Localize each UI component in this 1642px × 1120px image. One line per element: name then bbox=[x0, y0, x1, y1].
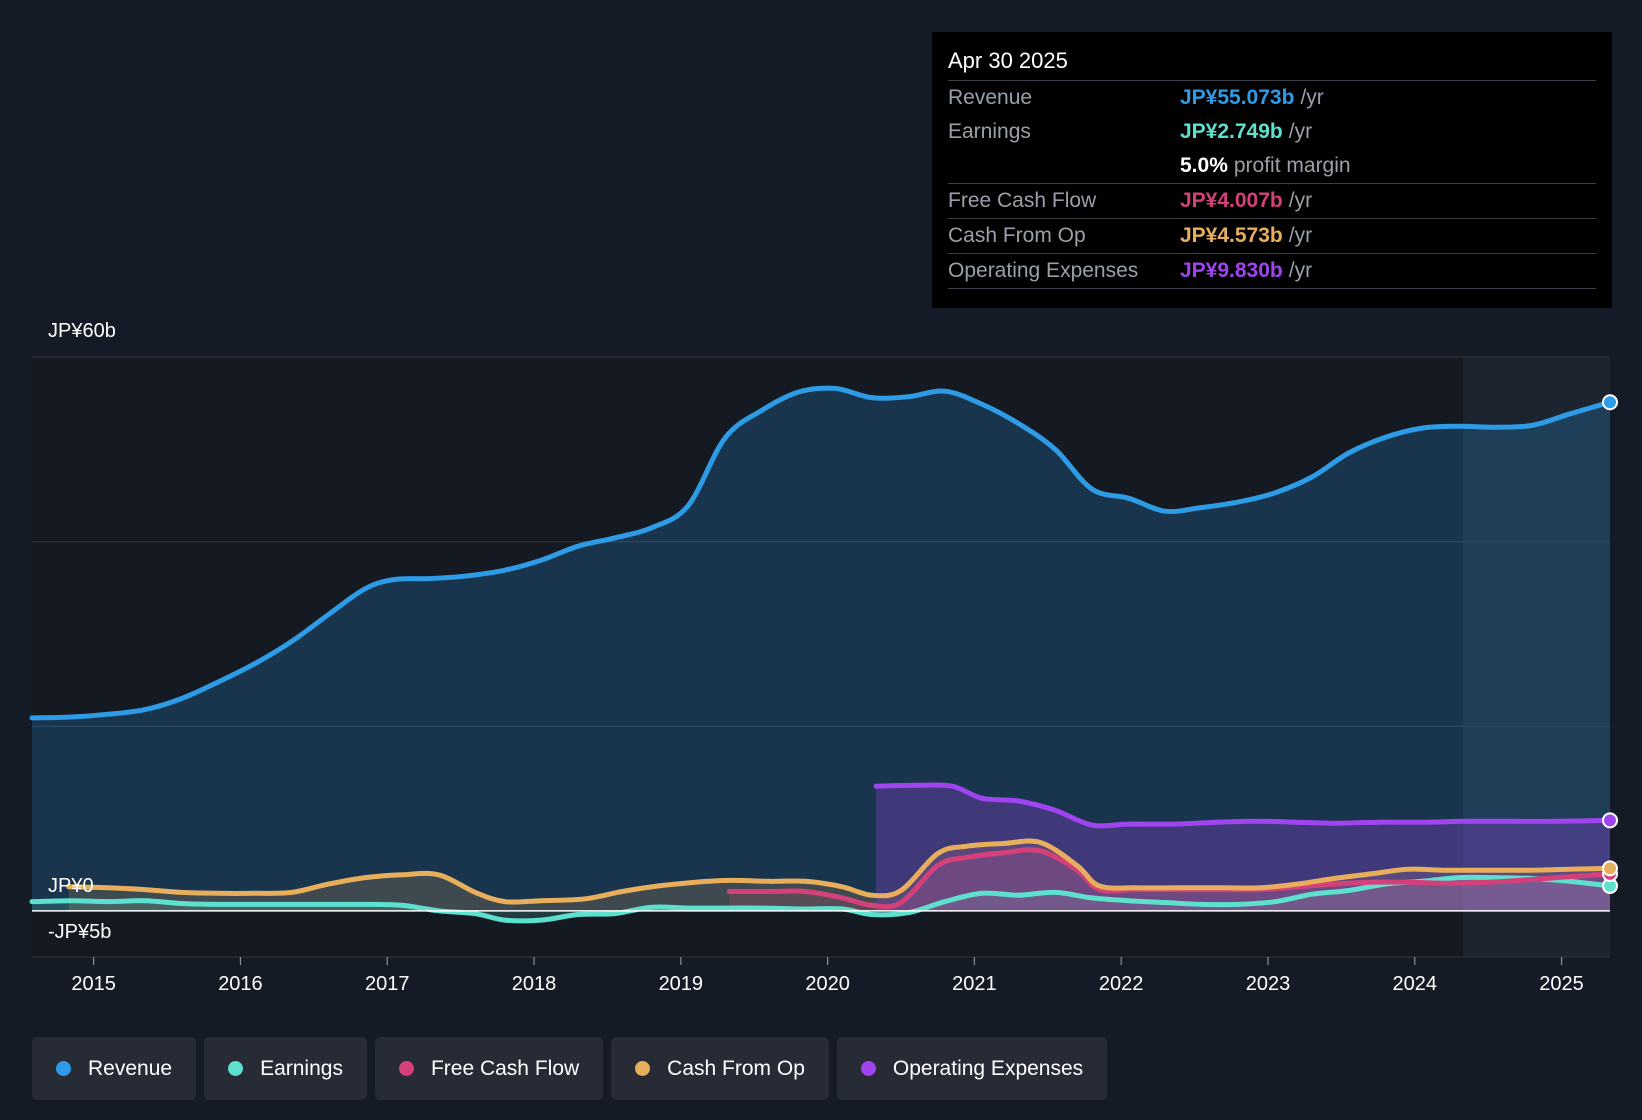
tooltip-unit: /yr bbox=[1288, 120, 1313, 143]
tooltip-date: Apr 30 2025 bbox=[948, 46, 1596, 81]
series-lines bbox=[29, 385, 1613, 924]
tooltip-row-free-cash-flow: Free Cash Flow JP¥4.007b /yr bbox=[948, 184, 1596, 219]
line-cash-from-op bbox=[66, 838, 1613, 905]
end-marker-revenue bbox=[1602, 394, 1618, 411]
tooltip-value-free-cash-flow: JP¥4.007b bbox=[1180, 189, 1283, 212]
legend-label: Cash From Op bbox=[667, 1056, 805, 1080]
x-tick-label: 2021 bbox=[952, 973, 997, 995]
x-tick-label: 2025 bbox=[1539, 973, 1584, 995]
forecast-highlight-region bbox=[1463, 357, 1610, 957]
x-tick-label: 2020 bbox=[805, 973, 850, 995]
x-tick-label: 2023 bbox=[1246, 973, 1291, 995]
x-tick-label: 2016 bbox=[218, 973, 263, 995]
legend-item-earnings[interactable]: Earnings bbox=[204, 1037, 367, 1100]
tooltip-label: Operating Expenses bbox=[948, 259, 1139, 282]
plot-background bbox=[32, 357, 1610, 957]
legend-label: Earnings bbox=[260, 1056, 343, 1080]
legend-dot-icon bbox=[635, 1061, 651, 1076]
tooltip-value-operating-expenses: JP¥9.830b bbox=[1180, 259, 1283, 282]
tooltip-value-revenue: JP¥55.073b bbox=[1180, 86, 1295, 109]
end-marker-operating-expenses bbox=[1602, 812, 1618, 829]
tooltip-row-earnings: Earnings JP¥2.749b /yr bbox=[948, 115, 1596, 149]
legend-dot-icon bbox=[860, 1061, 876, 1076]
tooltip-row-profit-margin: 5.0% profit margin bbox=[948, 149, 1596, 184]
tooltip-label: Earnings bbox=[948, 120, 1031, 143]
tooltip-profit-margin-value: 5.0% bbox=[1180, 154, 1228, 177]
legend-dot-icon bbox=[56, 1061, 71, 1076]
tooltip-unit: /yr bbox=[1288, 224, 1313, 247]
data-tooltip: Apr 30 2025 Revenue JP¥55.073b /yr Earni… bbox=[932, 32, 1612, 308]
legend-item-free-cash-flow[interactable]: Free Cash Flow bbox=[374, 1037, 604, 1100]
end-marker-cash-from-op bbox=[1602, 860, 1618, 877]
tooltip-profit-margin-label: profit margin bbox=[1233, 154, 1351, 177]
chart-legend: Revenue Earnings Free Cash Flow Cash Fro… bbox=[32, 1037, 1115, 1100]
tooltip-unit: /yr bbox=[1288, 189, 1313, 212]
line-operating-expenses bbox=[873, 782, 1613, 829]
area-free-cash-flow bbox=[729, 849, 1610, 911]
legend-label: Operating Expenses bbox=[892, 1056, 1084, 1080]
area-cash-from-op bbox=[68, 840, 1611, 911]
legend-dot-icon bbox=[228, 1061, 244, 1076]
legend-item-cash-from-op[interactable]: Cash From Op bbox=[611, 1037, 829, 1100]
tooltip-label: Revenue bbox=[948, 86, 1033, 109]
tooltip-unit: /yr bbox=[1300, 86, 1324, 109]
x-tick-label: 2024 bbox=[1393, 973, 1438, 995]
y-tick-label-0: JP¥0 bbox=[48, 875, 94, 897]
gridlines bbox=[32, 356, 1610, 958]
area-fills bbox=[32, 388, 1611, 921]
y-tick-label-minus-5b: -JP¥5b bbox=[48, 921, 112, 943]
tooltip-row-cash-from-op: Cash From Op JP¥4.573b /yr bbox=[948, 219, 1596, 254]
legend-item-operating-expenses[interactable]: Operating Expenses bbox=[836, 1037, 1108, 1100]
tooltip-row-revenue: Revenue JP¥55.073b /yr bbox=[948, 81, 1596, 115]
x-axis-ticks: 2015 2016 2017 2018 2019 2020 2021 2022 2023 2024… bbox=[71, 957, 1584, 995]
tooltip-value-cash-from-op: JP¥4.573b bbox=[1180, 224, 1283, 247]
legend-item-revenue[interactable]: Revenue bbox=[32, 1037, 197, 1100]
x-tick-label: 2019 bbox=[659, 973, 704, 995]
line-earnings bbox=[29, 874, 1613, 924]
tooltip-row-operating-expenses: Operating Expenses JP¥9.830b /yr bbox=[948, 254, 1596, 289]
area-revenue bbox=[32, 388, 1610, 911]
tooltip-value-earnings: JP¥2.749b bbox=[1180, 120, 1283, 143]
legend-dot-icon bbox=[398, 1061, 414, 1076]
legend-label: Free Cash Flow bbox=[430, 1056, 580, 1080]
line-revenue bbox=[29, 385, 1613, 721]
x-tick-label: 2015 bbox=[71, 973, 116, 995]
x-tick-label: 2022 bbox=[1099, 973, 1144, 995]
x-tick-label: 2017 bbox=[365, 973, 410, 995]
x-tick-label: 2018 bbox=[512, 973, 557, 995]
tooltip-unit: /yr bbox=[1288, 259, 1313, 282]
series-end-markers bbox=[1602, 394, 1618, 894]
tooltip-label: Cash From Op bbox=[948, 224, 1086, 247]
legend-label: Revenue bbox=[88, 1056, 173, 1080]
y-tick-label-60b: JP¥60b bbox=[48, 320, 116, 342]
tooltip-label: Free Cash Flow bbox=[948, 189, 1097, 212]
